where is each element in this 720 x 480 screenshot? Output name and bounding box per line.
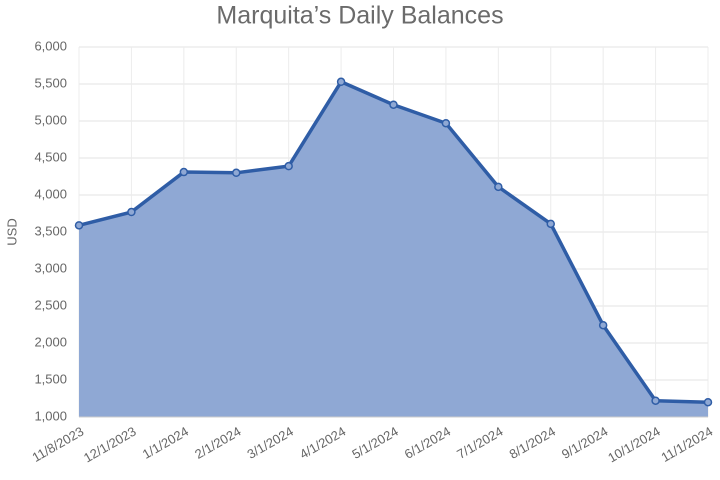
point bbox=[179, 167, 189, 177]
point bbox=[336, 77, 346, 87]
point bbox=[232, 168, 241, 178]
x-tick-label: 4/1/2024 bbox=[297, 424, 348, 462]
x-tick-label: 5/1/2024 bbox=[349, 424, 400, 462]
y-tick-label: 4,500 bbox=[34, 149, 67, 164]
x-tick-label: 2/1/2024 bbox=[192, 424, 243, 462]
point bbox=[389, 100, 398, 109]
x-tick-label: 8/1/2024 bbox=[507, 424, 558, 462]
x-tick-label: 9/1/2024 bbox=[559, 424, 610, 462]
x-tick-label: 12/1/2023 bbox=[81, 424, 139, 466]
y-tick-label: 4,000 bbox=[34, 186, 67, 201]
x-tick-label: 7/1/2024 bbox=[454, 424, 505, 462]
x-tick-label: 11/1/2024 bbox=[658, 424, 715, 465]
y-tick-label: 1,000 bbox=[34, 408, 67, 423]
y-tick-label: 2,000 bbox=[34, 334, 67, 349]
y-axis-label: USD bbox=[4, 218, 19, 245]
x-tick-label: 6/1/2024 bbox=[402, 424, 453, 462]
y-tick-label: 1,500 bbox=[34, 371, 67, 386]
x-tick-label: 10/1/2024 bbox=[605, 424, 663, 466]
y-tick-label: 5,000 bbox=[34, 112, 67, 127]
point bbox=[598, 320, 608, 330]
x-tick-label: 11/8/2023 bbox=[29, 424, 86, 465]
point bbox=[127, 207, 136, 217]
area bbox=[79, 81, 708, 417]
y-tick-label: 3,500 bbox=[34, 223, 67, 238]
point bbox=[74, 221, 84, 230]
point bbox=[546, 219, 555, 229]
y-tick-label: 5,500 bbox=[34, 75, 67, 90]
x-tick-label: 3/1/2024 bbox=[245, 424, 296, 462]
chart-title: Marquita’s Daily Balances bbox=[216, 2, 503, 30]
point bbox=[284, 161, 293, 171]
y-tick-label: 2,500 bbox=[34, 297, 67, 312]
x-tick-label: 1/1/2024 bbox=[140, 424, 191, 462]
point bbox=[651, 396, 660, 405]
point bbox=[703, 397, 713, 407]
y-tick-label: 6,000 bbox=[34, 38, 67, 53]
point bbox=[441, 118, 451, 128]
point bbox=[494, 182, 503, 192]
y-tick-label: 3,000 bbox=[34, 260, 67, 275]
